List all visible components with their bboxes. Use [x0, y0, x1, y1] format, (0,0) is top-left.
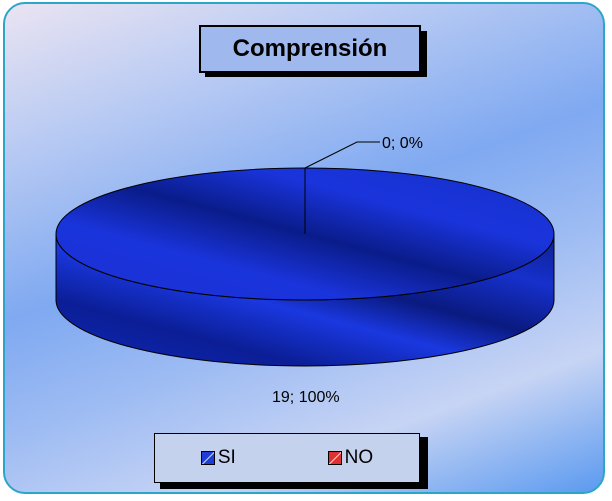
legend-label-si: SI — [217, 447, 236, 468]
chart-title: Comprensión — [199, 25, 421, 73]
legend-item-no: NO — [327, 447, 374, 469]
legend-swatch-si — [200, 451, 215, 465]
legend-item-si: SI — [200, 447, 236, 469]
legend-label-no: NO — [344, 447, 374, 468]
data-label-no: 0; 0% — [382, 135, 423, 152]
data-label-si: 19; 100% — [272, 389, 340, 406]
legend: SI NO — [154, 433, 420, 483]
legend-swatch-no — [327, 451, 342, 465]
leader-line-no — [304, 141, 380, 169]
